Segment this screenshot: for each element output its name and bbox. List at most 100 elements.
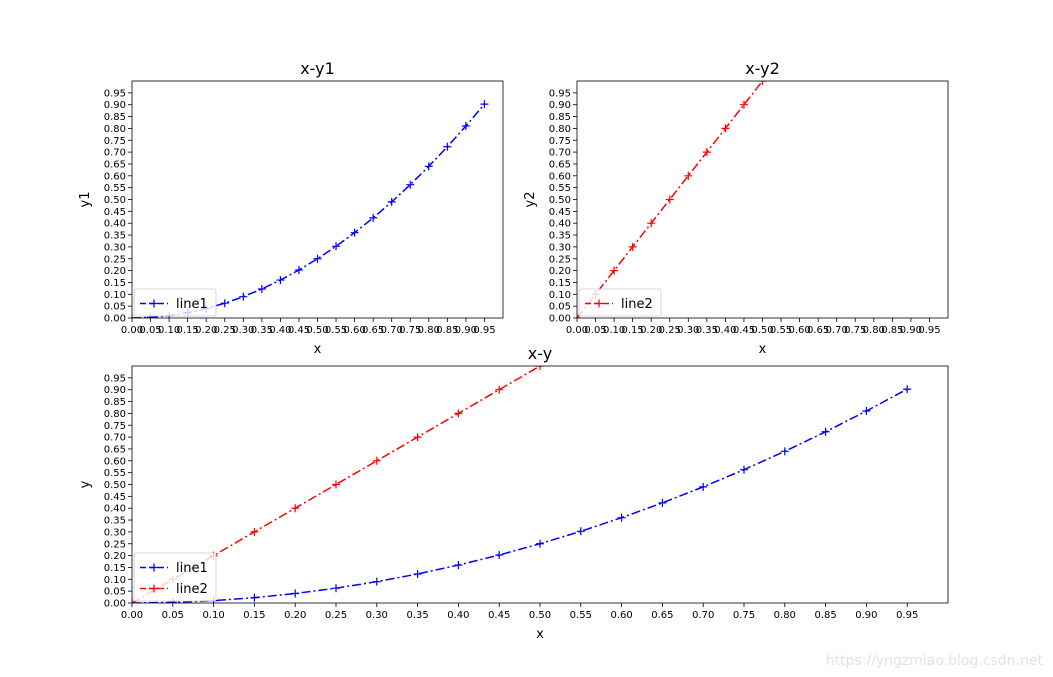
data-point-line2 bbox=[739, 100, 748, 109]
data-point-line1 bbox=[332, 584, 340, 593]
plot-area bbox=[577, 81, 767, 318]
y-tick-label: 0.20 bbox=[104, 266, 126, 277]
chart-title: x-y bbox=[528, 344, 552, 363]
y-tick-label: 0.10 bbox=[104, 290, 126, 301]
x-tick-label: 0.40 bbox=[714, 325, 736, 336]
x-tick-label: 0.70 bbox=[826, 325, 848, 336]
data-point-line1 bbox=[276, 276, 285, 285]
x-tick-label: 0.95 bbox=[473, 325, 495, 336]
watermark-text: https://yngzmiao.blog.csdn.net bbox=[826, 653, 1044, 669]
x-tick-label: 0.15 bbox=[243, 610, 265, 621]
y-tick-label: 0.45 bbox=[104, 492, 126, 503]
data-point-line1 bbox=[313, 254, 322, 263]
y-tick-label: 0.55 bbox=[104, 183, 126, 194]
series-line-line2 bbox=[577, 81, 764, 318]
x-tick-label: 0.25 bbox=[214, 325, 236, 336]
y-tick-label: 0.15 bbox=[104, 563, 126, 574]
data-point-line1 bbox=[443, 142, 452, 151]
legend-label-line1: line1 bbox=[176, 297, 208, 312]
x-axis-label: x bbox=[314, 342, 322, 357]
y-tick-label: 0.35 bbox=[104, 516, 126, 527]
y-tick-label: 0.50 bbox=[104, 195, 126, 206]
y-tick-label: 0.80 bbox=[104, 409, 126, 420]
data-point-line1 bbox=[413, 569, 422, 578]
y-tick-label: 0.45 bbox=[549, 207, 571, 218]
y-tick-label: 0.20 bbox=[549, 266, 571, 277]
data-point-line2 bbox=[702, 148, 711, 157]
data-point-line1 bbox=[480, 100, 489, 109]
y-tick-label: 0.95 bbox=[549, 88, 571, 99]
x-tick-label: 0.45 bbox=[288, 325, 310, 336]
y-tick-label: 0.85 bbox=[549, 112, 571, 123]
data-point-line1 bbox=[332, 242, 341, 251]
data-point-line2 bbox=[665, 195, 674, 204]
data-point-line1 bbox=[740, 465, 748, 474]
data-point-line1 bbox=[903, 385, 912, 394]
x-tick-label: 0.65 bbox=[651, 610, 673, 621]
y-tick-label: 0.40 bbox=[549, 219, 571, 230]
data-point-line2 bbox=[372, 456, 381, 465]
data-point-line1 bbox=[576, 527, 585, 536]
data-point-line2 bbox=[413, 433, 422, 442]
x-tick-label: 0.15 bbox=[177, 325, 199, 336]
y-axis-label: y1 bbox=[78, 192, 93, 208]
y-tick-label: 0.85 bbox=[104, 112, 126, 123]
legend-box bbox=[578, 288, 662, 317]
legend: line2 bbox=[578, 288, 662, 317]
data-point-line2 bbox=[495, 385, 504, 394]
y-tick-label: 0.50 bbox=[549, 195, 571, 206]
axes-frame bbox=[576, 80, 949, 319]
x-tick-label: 0.40 bbox=[447, 610, 469, 621]
y-tick-label: 0.90 bbox=[549, 100, 571, 111]
x-axis-label: x bbox=[759, 342, 767, 357]
x-tick-label: 0.80 bbox=[774, 610, 796, 621]
y-tick-label: 0.95 bbox=[104, 373, 126, 384]
x-tick-label: 0.05 bbox=[584, 325, 606, 336]
data-point-line2 bbox=[291, 504, 300, 513]
y-tick-label: 0.05 bbox=[104, 302, 126, 313]
y-tick-label: 0.25 bbox=[104, 254, 126, 265]
y-tick-label: 0.65 bbox=[104, 159, 126, 170]
x-tick-label: 0.90 bbox=[900, 325, 922, 336]
x-tick-label: 0.20 bbox=[195, 325, 217, 336]
x-tick-label: 0.35 bbox=[696, 325, 718, 336]
x-tick-label: 0.85 bbox=[814, 610, 836, 621]
data-point-line1 bbox=[454, 561, 463, 570]
x-tick-label: 0.70 bbox=[692, 610, 714, 621]
legend-label-line2: line2 bbox=[176, 582, 208, 597]
chart-3: x-y0.00 0.05 0.10 0.15 0.20 0.25 0.30 0.35 0.40 0… bbox=[78, 344, 949, 642]
data-point-line2 bbox=[684, 171, 693, 180]
x-tick-label: 0.85 bbox=[436, 325, 458, 336]
legend-box bbox=[133, 288, 217, 317]
x-tick-label: 0.00 bbox=[121, 325, 143, 336]
x-tick-label: 0.65 bbox=[362, 325, 384, 336]
x-tick-label: 0.30 bbox=[232, 325, 254, 336]
data-point-line1 bbox=[780, 447, 789, 456]
y-tick-label: 0.40 bbox=[104, 219, 126, 230]
y-tick-label: 0.90 bbox=[104, 385, 126, 396]
y-tick-label: 0.75 bbox=[549, 136, 571, 147]
x-tick-label: 0.95 bbox=[896, 610, 918, 621]
x-tick-label: 0.30 bbox=[366, 610, 388, 621]
y-tick-label: 0.10 bbox=[104, 575, 126, 586]
x-tick-label: 0.10 bbox=[202, 610, 224, 621]
data-point-line1 bbox=[250, 593, 259, 602]
y-tick-label: 0.30 bbox=[104, 242, 126, 253]
y-tick-label: 0.75 bbox=[104, 421, 126, 432]
chart-1: x-y10.000.050.100.150.200.250.300.350.40… bbox=[78, 59, 504, 357]
y-tick-label: 0.25 bbox=[104, 539, 126, 550]
chart-2: x-y20.000.050.100.150.200.250.300.350.40… bbox=[523, 59, 949, 357]
y-tick-label: 0.65 bbox=[549, 159, 571, 170]
series-line-line1 bbox=[132, 103, 486, 318]
x-tick-label: 0.55 bbox=[570, 610, 592, 621]
data-point-line2 bbox=[647, 219, 656, 228]
data-point-line1 bbox=[294, 266, 303, 275]
x-tick-label: 0.60 bbox=[788, 325, 810, 336]
x-tick-label: 0.45 bbox=[488, 610, 510, 621]
legend: line1 line2 bbox=[133, 552, 217, 602]
legend-marker-line2 bbox=[150, 584, 158, 593]
y-tick-label: 0.60 bbox=[549, 171, 571, 182]
y-tick-label: 0.40 bbox=[104, 504, 126, 515]
y-tick-label: 0.15 bbox=[104, 278, 126, 289]
